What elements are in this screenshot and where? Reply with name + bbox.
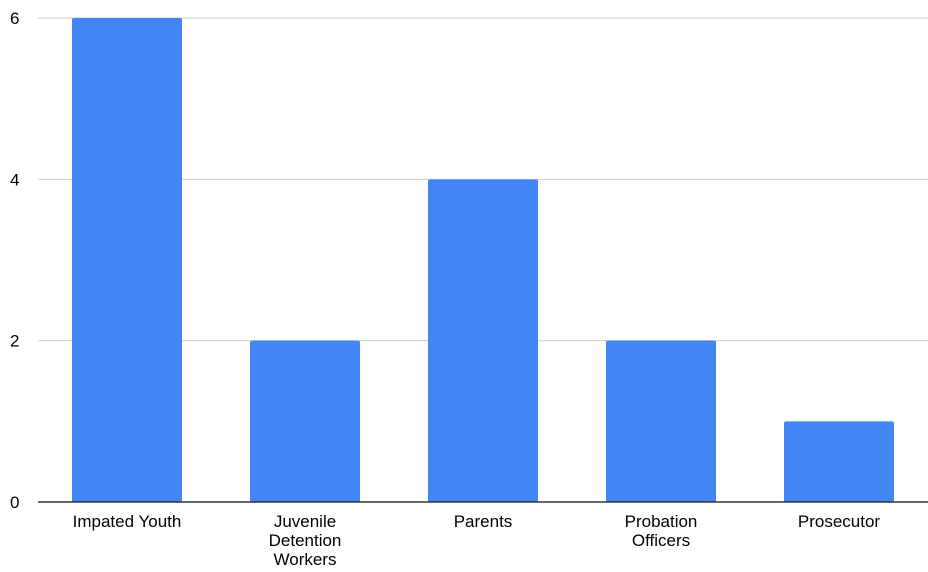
x-tick-label: Impated Youth bbox=[73, 512, 182, 531]
bar bbox=[784, 421, 894, 502]
bar bbox=[606, 340, 716, 502]
x-tick-label-line: Impated Youth bbox=[73, 512, 182, 531]
x-tick-label: Parents bbox=[454, 512, 513, 531]
bar bbox=[72, 18, 182, 502]
y-tick-label: 0 bbox=[10, 493, 19, 512]
x-tick-label-line: Probation bbox=[625, 512, 698, 531]
y-tick-label: 2 bbox=[10, 332, 19, 351]
x-tick-label-line: Juvenile bbox=[274, 512, 336, 531]
bar bbox=[250, 340, 360, 502]
x-tick-label-line: Officers bbox=[632, 531, 690, 550]
y-tick-label: 6 bbox=[10, 9, 19, 28]
x-tick-label-line: Detention bbox=[269, 531, 342, 550]
x-tick-label: Juvenile Detention Workers bbox=[269, 512, 342, 569]
axes: 0 2 4 6 Impated Youth Juvenile Detention Worker… bbox=[10, 9, 928, 569]
bar bbox=[428, 179, 538, 503]
y-tick-label: 4 bbox=[10, 170, 19, 189]
x-tick-label-line: Prosecutor bbox=[798, 512, 881, 531]
x-tick-label-line: Parents bbox=[454, 512, 513, 531]
x-tick-label: Probation Officers bbox=[625, 512, 698, 550]
bars bbox=[72, 18, 894, 503]
x-tick-label: Prosecutor bbox=[798, 512, 881, 531]
x-tick-label-line: Workers bbox=[274, 550, 337, 569]
